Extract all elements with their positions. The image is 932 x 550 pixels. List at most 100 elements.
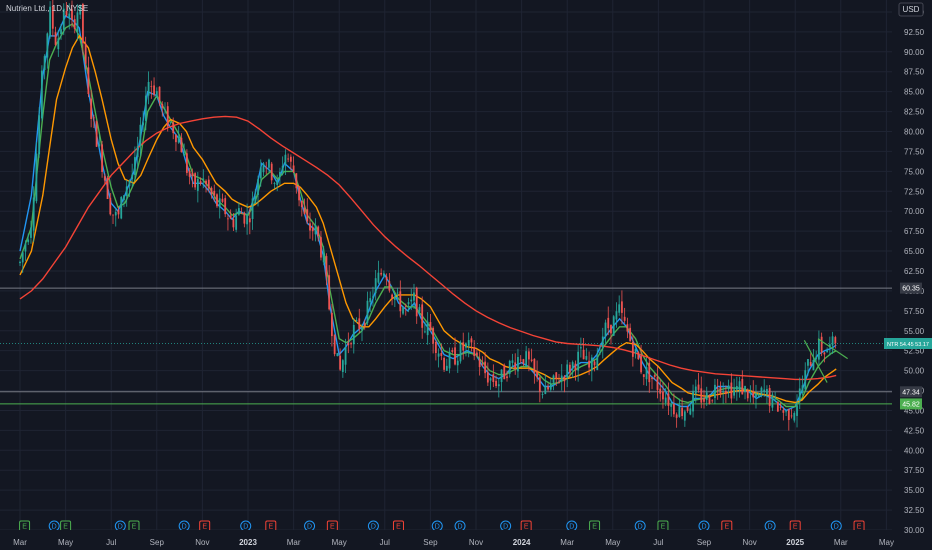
dividend-marker[interactable]: D [500,520,512,532]
price-axis[interactable]: 95.0092.5090.0087.5085.0082.5080.0077.50… [892,0,932,550]
candle-body [363,323,366,326]
flag-trendline[interactable] [803,340,828,383]
candle-body [637,352,640,360]
earnings-marker[interactable]: E [128,520,140,532]
currency-label: USD [903,5,920,14]
candle-body [667,393,670,406]
y-tick-label: 42.50 [904,426,925,435]
candle-body [656,376,659,390]
candle-body [456,360,459,366]
earnings-marker[interactable]: E [853,520,865,532]
candle-body [287,158,290,160]
dividend-marker[interactable]: D [304,520,316,532]
earnings-marker[interactable]: E [789,520,801,532]
candle-body [538,377,541,392]
y-tick-label: 80.00 [904,128,925,137]
candle-body [651,377,653,379]
candle-body [210,187,213,194]
earnings-marker[interactable]: E [60,520,72,532]
x-tick-label: 2024 [513,538,531,547]
candle-body [708,396,711,405]
x-tick-label: Mar [287,538,301,547]
candle-body [196,179,199,191]
event-marker-label: D [503,524,508,531]
dividend-marker[interactable]: D [367,520,379,532]
dividend-marker[interactable]: D [240,520,252,532]
ma-line-0[interactable] [19,14,837,412]
candle-body [235,215,238,230]
time-axis[interactable]: Mar May Jul Sep Nov 2023 Mar May Jul Sep Nov 2024 Ma… [0,530,894,550]
candle-body [809,362,812,366]
candle-body [303,207,306,214]
earnings-marker[interactable]: E [326,520,338,532]
candle-body [779,406,782,408]
ma-line-1[interactable] [19,22,837,408]
candle-body [339,355,342,370]
dividend-marker[interactable]: D [566,520,578,532]
candle-body [705,392,708,400]
candle-body [177,136,180,143]
dividend-marker[interactable]: D [114,520,126,532]
dividend-marker[interactable]: D [830,520,842,532]
dividend-marker[interactable]: D [178,520,190,532]
earnings-marker[interactable]: E [265,520,277,532]
candle-body [481,364,484,366]
candle-body [114,211,117,216]
x-tick-label: Nov [742,538,756,547]
candle-body [634,348,637,353]
currency-button[interactable]: USD [898,2,924,17]
dividend-marker[interactable]: D [764,520,776,532]
candle-body [782,410,785,413]
y-tick-label: 32.50 [904,506,925,515]
candle-body [40,70,43,119]
x-tick-label: Nov [195,538,209,547]
candle-body [686,406,689,411]
candle-body [640,356,642,373]
event-marker-label: E [857,524,862,531]
earnings-marker[interactable]: E [520,520,532,532]
candle-body [714,384,716,398]
dividend-marker[interactable]: D [48,520,60,532]
earnings-marker[interactable]: E [19,520,31,532]
event-marker-label: D [52,524,57,531]
dividend-marker[interactable]: D [634,520,646,532]
earnings-marker[interactable]: E [721,520,733,532]
x-tick-label: Nov [469,538,483,547]
y-tick-label: 92.50 [904,28,925,37]
flag-pattern[interactable] [803,338,848,383]
candle-body [103,176,106,181]
earnings-marker[interactable]: E [657,520,669,532]
candle-body [369,298,372,303]
candle-body [757,395,760,397]
candle-body [229,215,232,219]
candle-body [486,372,489,383]
candle-body [722,390,725,393]
dividend-marker[interactable]: D [454,520,466,532]
event-marker-label: D [371,524,376,531]
y-tick-label: 70.00 [904,207,925,216]
flag-trendline[interactable] [817,338,848,360]
candle-body [697,384,700,390]
candle-body [306,209,309,222]
candle-body [147,81,150,96]
dividend-marker[interactable]: D [431,520,443,532]
candle-body [227,218,229,220]
price-bars [19,0,837,431]
candle-body [467,340,470,346]
candle-body [776,401,779,412]
candle-body [585,356,588,360]
candle-body [489,378,492,381]
candle-body [593,361,596,366]
ma-line-2[interactable] [19,34,837,404]
earnings-marker[interactable]: E [392,520,404,532]
dividend-marker[interactable]: D [698,520,710,532]
candle-body [621,301,623,313]
candle-body [689,408,692,415]
earnings-marker[interactable]: E [589,520,601,532]
candle-body [289,156,292,162]
candle-body [579,347,582,349]
ma-line-3[interactable] [19,115,837,381]
earnings-marker[interactable]: E [199,520,211,532]
